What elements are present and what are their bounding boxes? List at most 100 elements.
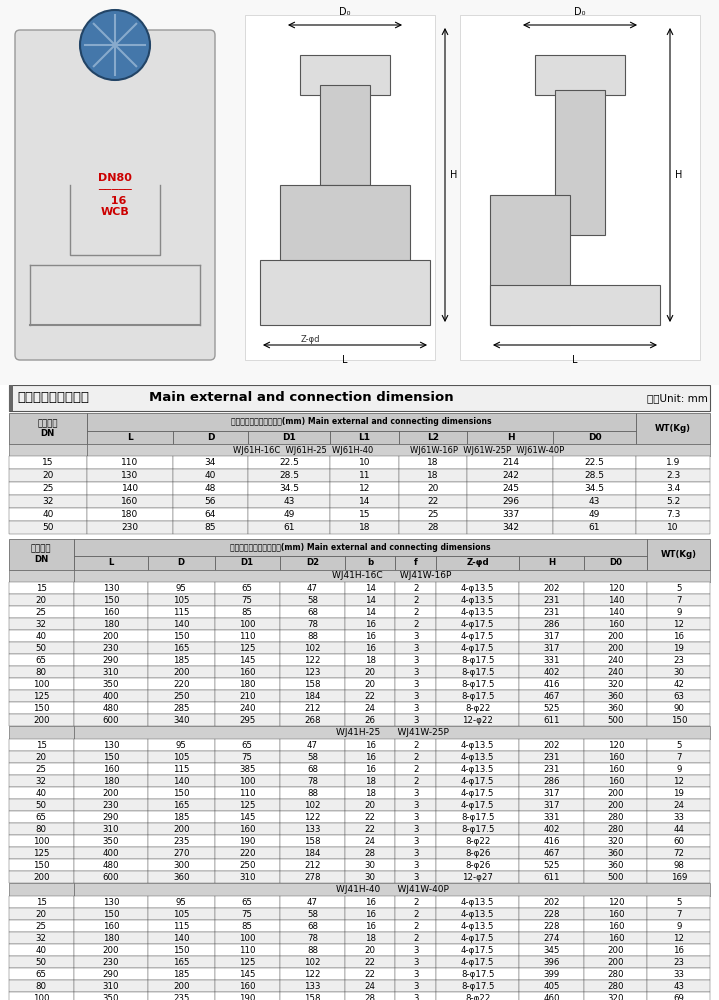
Text: 100: 100 <box>33 837 50 846</box>
Bar <box>87 469 173 482</box>
Text: 15: 15 <box>359 510 370 519</box>
Bar <box>215 606 280 618</box>
Text: 296: 296 <box>502 497 519 506</box>
Text: 200: 200 <box>33 873 50 882</box>
Text: 122: 122 <box>304 813 321 822</box>
Bar <box>647 739 710 751</box>
Bar <box>280 799 345 811</box>
Text: 245: 245 <box>502 484 519 493</box>
Bar <box>148 606 215 618</box>
Text: 12: 12 <box>674 934 684 943</box>
Text: 18: 18 <box>359 523 370 532</box>
Bar <box>215 944 280 956</box>
Bar <box>9 751 74 763</box>
Text: 95: 95 <box>176 898 187 907</box>
Bar <box>9 456 87 469</box>
Text: 12: 12 <box>359 484 370 493</box>
Text: 100: 100 <box>33 994 50 1000</box>
Bar <box>399 521 467 534</box>
Bar <box>585 787 647 799</box>
Text: 320: 320 <box>608 837 624 846</box>
Bar <box>74 775 148 787</box>
Bar <box>647 835 710 847</box>
Text: 7: 7 <box>676 753 682 762</box>
Text: 600: 600 <box>103 716 119 725</box>
Bar <box>519 847 585 859</box>
Text: 20: 20 <box>36 910 47 919</box>
Bar <box>215 787 280 799</box>
Bar <box>519 666 585 678</box>
Text: 4-φ13.5: 4-φ13.5 <box>461 608 495 617</box>
Bar <box>554 469 636 482</box>
Bar <box>467 456 554 469</box>
Text: 3: 3 <box>413 789 418 798</box>
Text: 100: 100 <box>33 680 50 689</box>
Bar <box>148 666 215 678</box>
Bar <box>148 714 215 726</box>
Text: 15: 15 <box>42 458 54 467</box>
Text: 18: 18 <box>365 934 376 943</box>
Bar <box>585 956 647 968</box>
Bar <box>9 413 87 444</box>
Text: 2: 2 <box>413 910 418 919</box>
Text: 611: 611 <box>544 716 560 725</box>
Bar <box>87 456 173 469</box>
Bar <box>519 556 585 570</box>
Bar <box>148 642 215 654</box>
Text: 150: 150 <box>103 753 119 762</box>
Text: 105: 105 <box>173 753 190 762</box>
Bar <box>345 606 395 618</box>
Bar <box>436 823 519 835</box>
Bar <box>87 521 173 534</box>
Text: 24: 24 <box>365 837 376 846</box>
Text: 3: 3 <box>413 704 418 713</box>
Bar <box>345 956 395 968</box>
Text: 180: 180 <box>122 510 139 519</box>
Text: 25: 25 <box>42 484 53 493</box>
Bar <box>9 920 74 932</box>
Text: 402: 402 <box>544 825 560 834</box>
Text: 18: 18 <box>365 789 376 798</box>
Text: 405: 405 <box>544 982 560 991</box>
Bar <box>215 556 280 570</box>
Text: 49: 49 <box>589 510 600 519</box>
Text: 4-φ17.5: 4-φ17.5 <box>461 958 495 967</box>
Bar <box>647 871 710 883</box>
Bar <box>467 469 554 482</box>
Bar <box>280 751 345 763</box>
Bar <box>9 980 74 992</box>
Bar <box>467 508 554 521</box>
Bar <box>647 582 710 594</box>
Bar <box>467 521 554 534</box>
Bar <box>148 920 215 932</box>
Text: 28.5: 28.5 <box>585 471 605 480</box>
Bar <box>436 606 519 618</box>
Bar <box>467 431 554 444</box>
Bar <box>148 618 215 630</box>
Bar <box>280 944 345 956</box>
Bar <box>436 666 519 678</box>
Bar <box>345 932 395 944</box>
Text: 11: 11 <box>359 471 370 480</box>
Text: 4-φ17.5: 4-φ17.5 <box>461 934 495 943</box>
Bar <box>148 908 215 920</box>
Text: 22: 22 <box>365 825 376 834</box>
Text: 23: 23 <box>674 958 684 967</box>
Text: 8-φ17.5: 8-φ17.5 <box>461 656 495 665</box>
Text: 22: 22 <box>365 813 376 822</box>
Bar <box>554 521 636 534</box>
Text: 56: 56 <box>205 497 216 506</box>
Text: 80: 80 <box>36 982 47 991</box>
Bar <box>436 787 519 799</box>
Text: 33: 33 <box>674 813 684 822</box>
Text: 公称通径
DN: 公称通径 DN <box>31 544 52 564</box>
Bar <box>87 508 173 521</box>
Bar <box>395 956 436 968</box>
Text: 402: 402 <box>544 668 560 677</box>
Bar <box>647 751 710 763</box>
Bar <box>215 956 280 968</box>
Text: 4-φ17.5: 4-φ17.5 <box>461 946 495 955</box>
Bar <box>280 690 345 702</box>
Text: 200: 200 <box>103 632 119 641</box>
Bar <box>87 495 173 508</box>
